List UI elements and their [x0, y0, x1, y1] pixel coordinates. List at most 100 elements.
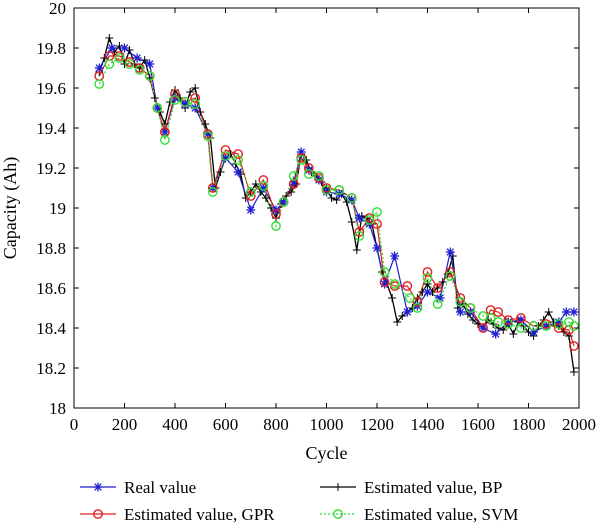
data-point-series-2 [564, 332, 573, 340]
data-point-series-3 [190, 99, 201, 109]
data-point-series-3 [296, 155, 307, 165]
data-point-series-3 [124, 59, 135, 69]
y-tick-label: 20 [49, 0, 66, 18]
data-point-series-3 [220, 151, 231, 161]
y-tick-label: 19.6 [36, 79, 66, 98]
data-point-series-2 [191, 84, 200, 92]
data-point-series-3 [389, 279, 400, 289]
legend-marker [333, 509, 343, 519]
y-tick-label: 18.4 [36, 319, 66, 338]
legend-marker [93, 509, 103, 519]
data-point-series-3 [114, 53, 125, 63]
data-point-series-0 [390, 251, 400, 261]
data-point-series-3 [528, 321, 539, 331]
data-point-series-1 [445, 267, 456, 277]
data-point-series-0 [160, 127, 170, 137]
y-tick-label: 19.4 [36, 119, 66, 138]
y-axis-title: Capacity (Ah) [0, 157, 21, 259]
data-point-series-0 [561, 307, 571, 317]
data-point-series-3 [159, 135, 170, 145]
data-point-series-3 [94, 79, 105, 89]
data-point-series-2 [398, 312, 407, 320]
legend-label: Real value [124, 478, 196, 497]
data-point-series-2 [302, 156, 311, 164]
data-point-series-3 [152, 103, 163, 113]
x-tick-label: 200 [112, 415, 138, 434]
data-point-series-3 [372, 207, 382, 217]
data-point-series-1 [569, 341, 579, 351]
data-point-series-3 [455, 297, 466, 307]
data-point-series-0 [491, 329, 501, 339]
data-point-series-3 [569, 321, 579, 331]
data-point-series-0 [279, 197, 289, 207]
data-point-series-1 [432, 283, 443, 293]
data-point-series-1 [553, 323, 564, 333]
data-point-series-0 [445, 247, 455, 257]
legend-marker [334, 483, 342, 491]
data-point-series-2 [327, 194, 336, 202]
legend-item: Estimated value, SVM [320, 505, 518, 524]
data-point-series-1 [220, 145, 231, 155]
data-point-series-0 [423, 287, 432, 297]
data-point-series-2 [433, 284, 442, 292]
data-point-series-2 [241, 194, 250, 202]
data-point-series-1 [455, 293, 466, 303]
data-point-series-1 [412, 297, 423, 307]
data-point-series-0 [107, 43, 117, 53]
legend-label: Estimated value, GPR [124, 505, 275, 524]
legend: Real value Estimated value, BP Estimated v… [80, 478, 518, 524]
data-point-series-2 [378, 268, 387, 276]
data-point-series-3 [258, 181, 269, 191]
data-point-series-1 [503, 315, 514, 325]
data-point-series-0 [372, 243, 382, 253]
data-point-series-1 [303, 163, 314, 173]
legend-item: Estimated value, GPR [80, 505, 275, 524]
data-point-series-1 [422, 267, 433, 277]
legend-label: Estimated value, BP [364, 478, 502, 497]
data-point-series-2 [423, 280, 432, 288]
data-point-series-2 [569, 368, 578, 376]
data-point-series-1 [190, 93, 201, 103]
data-point-series-3 [354, 231, 365, 241]
data-point-series-0 [246, 205, 256, 215]
data-point-series-0 [569, 307, 579, 317]
data-point-series-3 [404, 293, 415, 303]
x-tick-label: 400 [162, 415, 188, 434]
data-point-series-0 [152, 103, 162, 113]
x-tick-label: 1200 [360, 415, 394, 434]
data-point-series-3 [134, 65, 145, 75]
data-point-series-3 [379, 267, 390, 277]
data-point-series-3 [334, 185, 345, 195]
data-point-series-0 [94, 63, 104, 73]
data-point-series-3 [288, 171, 299, 181]
y-tick-label: 18.2 [36, 359, 66, 378]
data-point-series-2 [150, 94, 159, 102]
data-point-series-2 [105, 34, 114, 42]
data-point-series-0 [455, 307, 465, 317]
data-point-series-2 [196, 108, 205, 116]
data-point-series-2 [261, 194, 270, 202]
data-point-series-3 [493, 317, 504, 327]
data-point-series-0 [354, 213, 364, 223]
series-line-3 [98, 57, 575, 329]
data-point-series-1 [170, 89, 180, 99]
data-point-series-2 [468, 316, 477, 324]
data-point-series-3 [465, 303, 476, 313]
data-point-series-3 [104, 59, 115, 69]
data-point-series-0 [120, 43, 129, 53]
x-tick-label: 1400 [411, 415, 445, 434]
y-tick-label: 19.8 [36, 39, 66, 58]
y-tick-label: 18.6 [36, 279, 66, 298]
data-point-series-2 [186, 88, 195, 96]
data-point-series-1 [207, 183, 218, 193]
legend-label: Estimated value, SVM [364, 505, 518, 524]
data-point-series-2 [251, 180, 260, 188]
x-tick-label: 0 [70, 415, 79, 434]
data-point-series-3 [233, 155, 244, 165]
data-point-series-3 [321, 185, 332, 195]
data-point-series-3 [485, 313, 496, 323]
data-point-series-3 [303, 169, 314, 179]
data-point-series-2 [165, 98, 174, 106]
data-point-series-1 [258, 175, 269, 185]
